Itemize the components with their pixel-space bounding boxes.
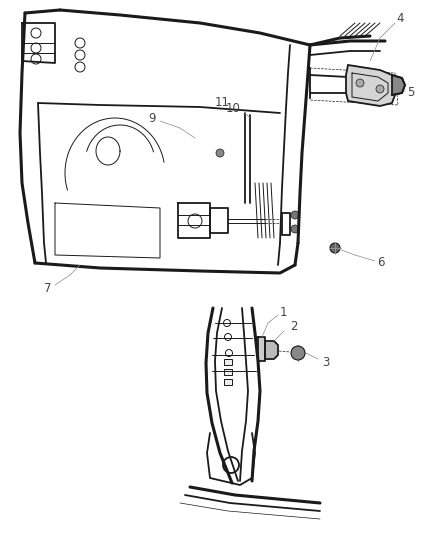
Polygon shape	[346, 65, 395, 106]
Text: 3: 3	[322, 356, 330, 368]
Text: 6: 6	[377, 256, 385, 270]
Text: 11: 11	[215, 96, 230, 109]
Text: 2: 2	[290, 320, 298, 334]
Text: 1: 1	[279, 306, 287, 319]
Circle shape	[291, 225, 299, 233]
Circle shape	[376, 85, 384, 93]
Circle shape	[291, 211, 299, 219]
Polygon shape	[392, 75, 405, 95]
Circle shape	[330, 243, 340, 253]
Bar	[224, 379, 232, 385]
Text: 9: 9	[148, 112, 156, 125]
Text: 4: 4	[396, 12, 404, 25]
Bar	[259, 338, 264, 360]
Bar	[266, 342, 277, 358]
Circle shape	[291, 346, 305, 360]
Text: 5: 5	[407, 86, 415, 100]
Bar	[224, 369, 232, 375]
Circle shape	[356, 79, 364, 87]
Circle shape	[216, 149, 224, 157]
Text: 7: 7	[44, 282, 52, 295]
Text: 10: 10	[226, 101, 240, 115]
Bar	[224, 359, 232, 365]
